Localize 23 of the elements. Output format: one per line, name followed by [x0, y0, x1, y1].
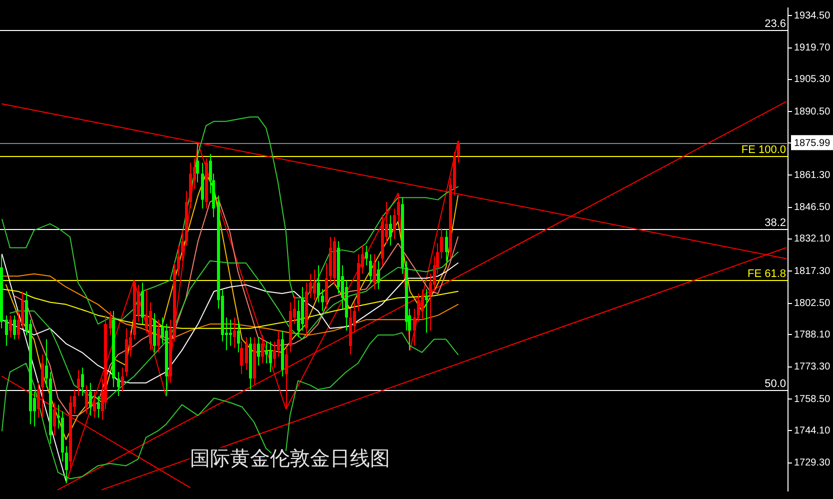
y-tick-label: 1890.50: [794, 106, 831, 118]
annotation: 23.6: [764, 18, 786, 30]
y-tick-label: 1875.99: [794, 138, 831, 149]
y-tick-label: 1788.10: [794, 329, 831, 340]
candlestick: [57, 404, 60, 429]
y-tick-label: 1758.50: [794, 394, 831, 405]
y-tick-label: 1832.10: [794, 234, 831, 245]
y-tick-label: 1802.50: [794, 298, 831, 310]
ref-line-label: FE 61.8: [747, 268, 786, 280]
y-tick-label: 1729.30: [794, 458, 831, 469]
annotation: 50.0: [764, 378, 786, 390]
annotation: 38.2: [764, 217, 786, 230]
y-tick-label: 1817.30: [794, 266, 831, 277]
candlestick: [229, 320, 232, 346]
y-tick-label: 1744.10: [794, 425, 831, 436]
y-tick-label: 1861.30: [794, 170, 831, 181]
y-tick-label: 1773.30: [794, 362, 831, 373]
y-tick-label: 1846.50: [794, 202, 831, 214]
y-tick-label: 1934.50: [794, 10, 831, 22]
candlestick: [425, 289, 428, 333]
y-tick-label: 1919.70: [794, 42, 831, 54]
y-tick-label: 1905.30: [794, 74, 831, 86]
ref-line-label: FE 100.0: [741, 144, 786, 156]
